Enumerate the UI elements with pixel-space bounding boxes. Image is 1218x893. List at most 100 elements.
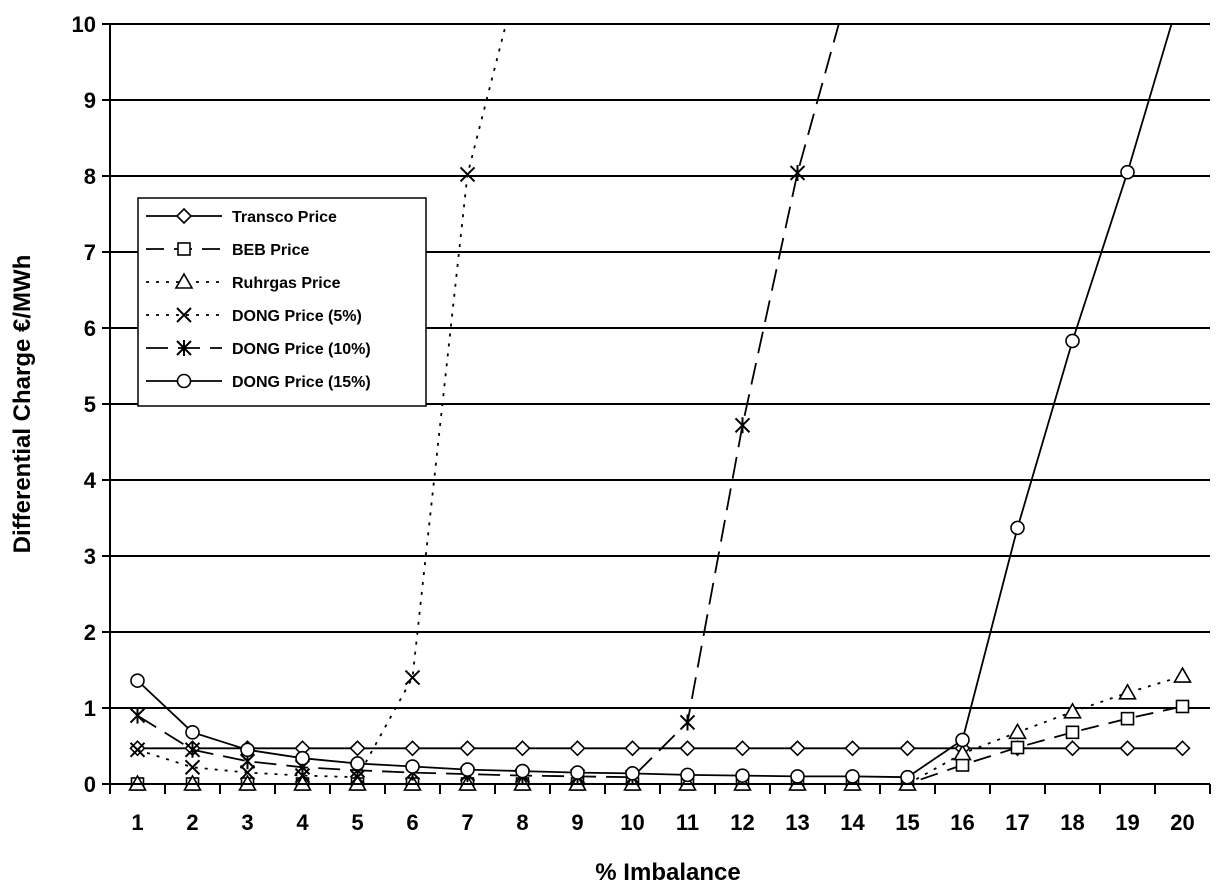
y-tick-label: 7 [84,240,96,265]
data-point [184,759,201,775]
y-tick-label: 5 [84,392,96,417]
data-point [129,742,146,758]
data-point [789,740,806,757]
data-point [569,740,586,757]
data-point [1120,164,1135,180]
data-point [295,750,310,766]
x-axis-title: % Imbalance [595,859,740,886]
x-tick-label: 14 [840,810,865,835]
data-point [1118,683,1137,700]
data-point [790,769,805,784]
x-tick-label: 13 [785,810,809,835]
data-point [404,669,421,686]
data-point [185,725,200,740]
y-tick-label: 6 [84,316,96,341]
data-point [460,762,475,777]
y-tick-label: 3 [84,544,96,569]
x-tick-label: 3 [241,810,253,835]
series-2 [128,666,1192,791]
y-tick-label: 8 [84,164,96,189]
y-tick-label: 9 [84,88,96,113]
series-3 [129,23,507,785]
data-point [1010,740,1025,755]
legend-label: DONG Price (15%) [232,374,371,391]
data-point [1173,666,1192,683]
data-point [624,740,641,757]
legend-swatch-marker [176,340,192,356]
series-layer [128,23,1192,791]
legend-item: DONG Price (5%) [146,307,362,325]
y-tick-label: 4 [84,468,97,493]
y-axis-title: Differential Charge €/MWh [9,255,36,554]
series-line-5 [136,23,1173,779]
legend-item: Ruhrgas Price [146,272,341,292]
x-tick-label: 10 [620,810,644,835]
y-tick-label: 2 [84,620,96,645]
data-point [955,758,970,772]
data-point [1119,740,1136,757]
x-tick-label: 16 [950,810,974,835]
data-point [1064,740,1081,757]
legend-label: Transco Price [232,209,337,226]
data-point [515,763,530,779]
legend-item: DONG Price (10%) [146,340,371,358]
data-point [350,756,365,771]
series-5 [130,23,1173,785]
legend-label: BEB Price [232,242,309,259]
x-tick-label: 8 [516,810,528,835]
legend-label: DONG Price (5%) [232,308,362,325]
x-tick-label: 9 [571,810,583,835]
x-tick-label: 1 [131,810,143,835]
legend-swatch-marker [176,307,192,323]
data-point [1065,725,1080,740]
data-point [129,740,146,757]
data-point [900,769,915,785]
x-tick-label: 15 [895,810,919,835]
data-point [570,765,585,780]
y-tick-label: 0 [84,772,96,797]
x-tick-label: 19 [1115,810,1139,835]
legend-item: DONG Price (15%) [146,373,371,391]
data-point [953,743,972,761]
legend-label: DONG Price (10%) [232,341,371,358]
data-point [679,714,696,731]
data-point [1010,520,1025,536]
legend-item: Transco Price [146,207,337,226]
data-point [1120,711,1135,726]
data-point [789,164,806,181]
data-point [404,740,421,757]
legend-swatch-marker [176,373,192,389]
data-point [1174,740,1191,757]
x-tick-label: 2 [186,810,198,835]
data-point [129,707,146,724]
y-tick-labels: 0 1 2 3 4 5 6 7 8 9 10 [72,12,97,797]
legend-box [137,197,427,407]
data-point [845,769,860,784]
legend-item: BEB Price [146,242,309,259]
data-point [459,740,476,757]
y-tick-label: 1 [84,696,96,721]
x-tick-label: 12 [730,810,754,835]
x-tick-label: 17 [1005,810,1029,835]
legend-swatch-marker [174,272,194,289]
data-point [1175,699,1190,714]
data-point [130,673,145,688]
data-point [514,740,531,757]
data-point [734,740,751,757]
data-point [680,767,695,783]
data-point [1008,722,1027,740]
x-tick-labels: 1 2 3 4 5 6 7 8 9 10 11 12 13 14 15 16 17 18 19 20 [131,810,1194,835]
series-line-1 [137,705,1183,785]
data-point [625,766,640,781]
legend-label: Ruhrgas Price [232,275,341,292]
x-tick-label: 6 [406,810,418,835]
data-point [240,742,255,758]
data-point [734,417,751,434]
data-point [844,740,861,757]
x-tick-label: 7 [461,810,473,835]
data-point [899,740,916,757]
axes [102,23,1211,794]
legend-swatch-marker [175,207,193,225]
x-tick-label: 11 [676,810,699,835]
